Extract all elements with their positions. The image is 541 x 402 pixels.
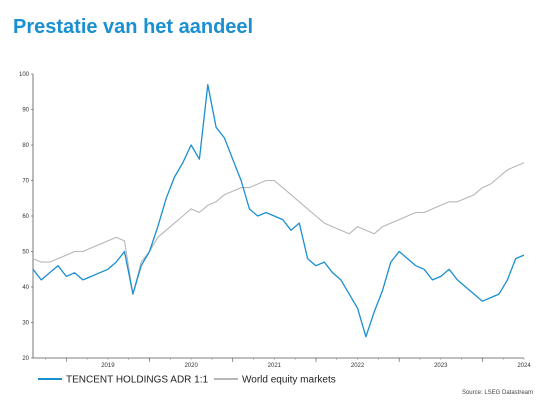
legend-label-world-equity: World equity markets bbox=[242, 375, 336, 386]
y-tick-label: 20 bbox=[22, 356, 29, 362]
y-tick-label: 70 bbox=[22, 179, 29, 185]
y-tick-label: 50 bbox=[22, 250, 29, 256]
chart-series-layer bbox=[32, 83, 525, 338]
y-tick-label: 30 bbox=[22, 321, 29, 327]
chart-legend: TENCENT HOLDINGS ADR 1:1 World equity mar… bbox=[38, 375, 336, 386]
y-tick-label: 100 bbox=[19, 72, 30, 78]
series-line-tencent bbox=[32, 83, 525, 338]
page-title: Prestatie van het aandeel bbox=[13, 16, 254, 38]
legend-label-tencent: TENCENT HOLDINGS ADR 1:1 bbox=[66, 375, 209, 386]
y-tick-label: 60 bbox=[22, 214, 29, 220]
y-tick-label: 90 bbox=[22, 108, 29, 114]
series-line-world-equity bbox=[32, 162, 525, 295]
y-tick-label: 40 bbox=[22, 285, 29, 291]
x-tick-label: 2022 bbox=[351, 363, 365, 369]
x-tick-label: 2019 bbox=[101, 363, 115, 369]
x-tick-label: 2021 bbox=[268, 363, 282, 369]
y-tick-label: 80 bbox=[22, 143, 29, 149]
chart-axes: 20 30 40 50 60 70 80 90 100 2019 2020 2021 2022 2023 2… bbox=[19, 72, 531, 369]
x-tick-label: 2023 bbox=[434, 363, 448, 369]
chart-source-note: Source: LSEG Datastream bbox=[462, 390, 533, 396]
x-tick-label: 2024 bbox=[517, 363, 531, 369]
x-tick-label: 2020 bbox=[184, 363, 198, 369]
